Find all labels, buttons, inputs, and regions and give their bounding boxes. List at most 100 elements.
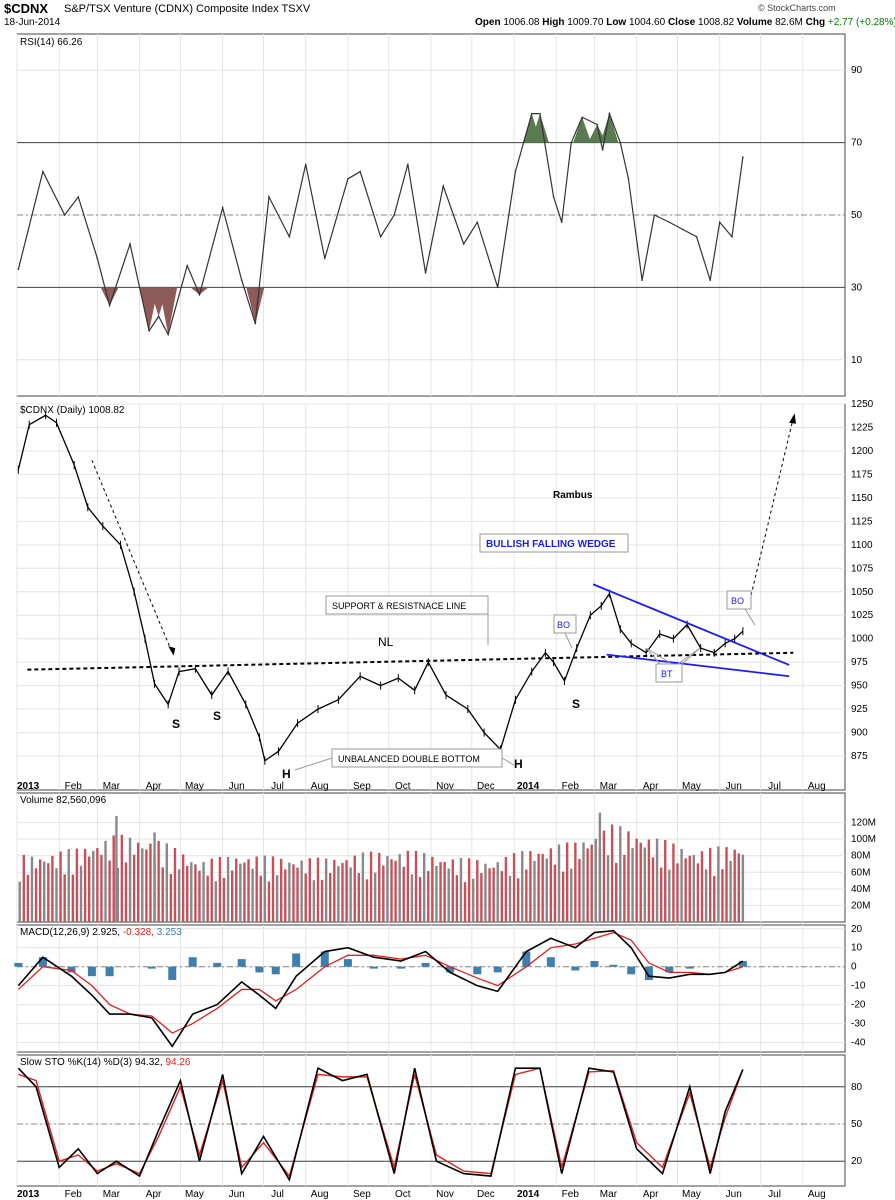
sto-k-value: Slow STO %K(14) %D(3) 94.32, <box>20 1057 165 1068</box>
volume-bar <box>447 868 450 922</box>
volume-bar <box>92 850 95 922</box>
volume-bar <box>255 856 258 922</box>
y-tick-label: 50 <box>851 1119 863 1130</box>
y-tick-label: 10 <box>851 355 863 366</box>
volume-bar <box>316 857 320 922</box>
volume-bar <box>700 851 704 922</box>
rsi-point <box>570 141 573 144</box>
volume-bar <box>51 855 54 922</box>
volume-bar <box>521 851 524 922</box>
volume-bar <box>247 859 250 922</box>
volume-bar <box>112 835 115 922</box>
rsi-point <box>581 116 583 119</box>
rsi-point <box>96 257 99 260</box>
macd-histogram-bar <box>237 959 246 967</box>
x-tick-label: May <box>185 781 204 792</box>
rsi-point <box>407 163 409 166</box>
x-tick-label: May <box>185 1189 204 1200</box>
y-tick-label: -20 <box>851 1000 866 1011</box>
x-tick-label: Nov <box>436 781 454 792</box>
volume-bar <box>83 848 87 922</box>
volume-bar <box>275 875 279 922</box>
x-tick-label: Feb <box>562 1189 580 1200</box>
volume-bar <box>124 862 128 922</box>
wedge-upper-line <box>592 583 790 666</box>
s-label-2: S <box>213 709 221 723</box>
volume-bar <box>157 840 160 922</box>
volume-bar <box>87 856 91 922</box>
x-tick-label: Apr <box>146 781 162 792</box>
volume-bar <box>623 854 626 922</box>
y-tick-label: 70 <box>851 138 863 149</box>
rsi-point <box>552 196 555 198</box>
volume-bar <box>631 847 634 922</box>
volume-bar <box>104 840 107 922</box>
rsi-overbought-fill <box>600 113 619 143</box>
x-tick-label: Apr <box>643 1189 659 1200</box>
rsi-point <box>240 279 243 281</box>
volume-bar <box>120 834 124 922</box>
volume-bar <box>292 864 295 922</box>
rsi-point <box>379 235 382 238</box>
volume-bar <box>467 858 471 922</box>
volume-bar <box>643 847 647 922</box>
high-label: High <box>542 17 565 28</box>
x-tick-label: Jun <box>229 781 245 792</box>
rsi-point <box>167 333 169 336</box>
y-tick-label: 20 <box>851 1156 863 1167</box>
volume-bar <box>516 878 520 922</box>
volume-bar <box>337 866 340 922</box>
volume-bar <box>488 868 491 922</box>
macd-histogram-bar <box>522 951 531 967</box>
rsi-oversold-fill <box>190 287 209 295</box>
volume-bar <box>561 871 565 922</box>
y-tick-label: 100M <box>851 834 876 845</box>
volume-bar <box>71 874 75 922</box>
bo-pointer-1 <box>564 632 573 649</box>
volume-bar <box>198 870 201 922</box>
volume-bar <box>713 876 716 922</box>
wedge-lower-line <box>606 653 790 678</box>
volume-peak-bar <box>115 815 118 922</box>
volume-bar <box>34 868 38 922</box>
rsi-point <box>17 268 20 271</box>
rsi-point <box>709 279 711 281</box>
volume-bar <box>26 874 30 922</box>
volume-label: Volume 82,560,096 <box>20 795 107 806</box>
y-tick-label: 1125 <box>851 516 873 527</box>
y-tick-label: 1050 <box>851 587 874 598</box>
volume-bar <box>22 854 26 922</box>
volume-bar <box>741 854 745 922</box>
rsi-oversold-fill <box>246 287 265 324</box>
volume-bar <box>708 847 712 922</box>
volume-value: 82.6M <box>775 17 803 28</box>
support-label: SUPPORT & RESISTNACE LINE <box>332 601 466 611</box>
volume-bar <box>410 874 414 922</box>
x-tick-label: Feb <box>562 781 580 792</box>
volume-bar <box>496 862 499 922</box>
volume-bar <box>218 856 222 922</box>
volume-bar <box>345 860 348 922</box>
rsi-overbought-fill <box>530 113 549 143</box>
volume-bar <box>382 865 385 922</box>
author-label: Rambus <box>553 490 593 501</box>
volume-bar <box>512 853 516 922</box>
volume-bar <box>190 862 193 922</box>
macd-histogram-bar <box>271 966 280 975</box>
rsi-point <box>359 170 361 173</box>
macd-histogram-bar <box>644 966 653 980</box>
macd-histogram-bar <box>397 966 406 969</box>
y-tick-label: 900 <box>851 728 868 739</box>
x-tick-label: Aug <box>311 1189 329 1200</box>
volume-bar <box>349 867 352 922</box>
volume-bar <box>659 867 663 922</box>
macd-histogram-bar <box>627 966 636 975</box>
quote-date: 18-Jun-2014 <box>4 17 61 28</box>
volume-bar <box>141 848 144 922</box>
rsi-overbought-fill <box>573 117 592 143</box>
macd-histogram-bar <box>105 966 114 977</box>
volume-bar <box>369 851 373 922</box>
volume-bar <box>263 855 267 922</box>
volume-bar <box>664 839 667 922</box>
volume-bar <box>259 875 262 922</box>
